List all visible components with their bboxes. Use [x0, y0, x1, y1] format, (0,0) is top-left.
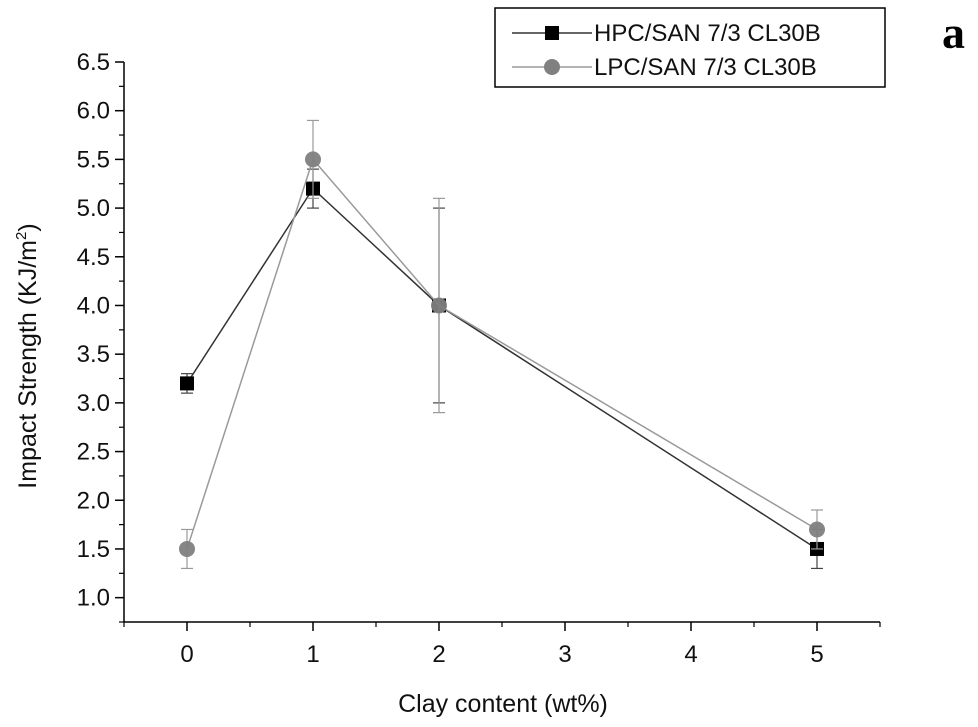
x-axis-title: Clay content (wt%): [398, 690, 608, 718]
x-tick-label: 5: [810, 641, 823, 668]
data-point: [431, 297, 447, 314]
series-line: [186, 157, 818, 550]
y-axis-title-superscript: 2: [13, 232, 30, 240]
series-line: [186, 187, 818, 550]
x-tick-label: 4: [684, 641, 697, 668]
y-tick-label: 3.0: [77, 390, 110, 417]
legend: HPC/SAN 7/3 CL30B LPC/SAN 7/3 CL30B: [494, 7, 886, 88]
data-point: [179, 540, 195, 557]
y-tick-label: 1.5: [77, 536, 110, 563]
y-ticks: 1.0 1.5 2.0 2.5 3.0 3.5 4.0 4.5 5.0 5.5 6.0 6.5: [77, 49, 124, 623]
legend-label-series-1: HPC/SAN 7/3 CL30B: [594, 20, 821, 47]
x-tick-label: 0: [180, 641, 193, 668]
y-tick-label: 3.5: [77, 341, 110, 368]
data-point: [809, 521, 825, 538]
x-tick-label: 3: [558, 641, 571, 668]
y-tick-label: 2.0: [77, 487, 110, 514]
series-layer: [179, 119, 825, 570]
legend-marker-series-1: [545, 26, 559, 40]
x-tick-label: 2: [432, 641, 445, 668]
data-point: [305, 151, 321, 168]
y-tick-label: 4.0: [77, 292, 110, 319]
y-tick-label: 1.0: [77, 585, 110, 612]
legend-box: [494, 7, 886, 88]
y-tick-label: 2.5: [77, 439, 110, 466]
x-tick-label: 1: [306, 641, 319, 668]
y-axis-title-main: Impact Strength (KJ/m: [14, 240, 42, 489]
series-2: [179, 119, 825, 570]
y-tick-label: 6.5: [77, 49, 110, 76]
y-axis-title-close: ): [14, 223, 42, 231]
y-tick-label: 4.5: [77, 244, 110, 271]
data-point: [180, 376, 194, 391]
x-ticks: 0 1 2 3 4 5: [123, 622, 881, 668]
series-1: [180, 168, 824, 570]
y-tick-label: 5.5: [77, 146, 110, 173]
y-axis-title: Impact Strength (KJ/m2): [13, 223, 42, 488]
panel-label: a: [942, 7, 965, 58]
legend-marker-series-2: [544, 59, 560, 75]
legend-label-series-2: LPC/SAN 7/3 CL30B: [594, 54, 817, 81]
y-tick-label: 6.0: [77, 98, 110, 125]
y-tick-label: 5.0: [77, 195, 110, 222]
